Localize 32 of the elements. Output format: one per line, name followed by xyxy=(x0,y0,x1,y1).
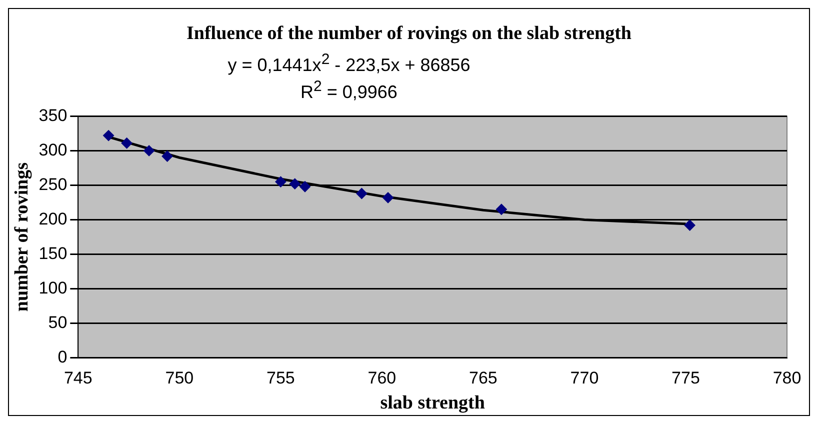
x-tick-label: 750 xyxy=(165,368,194,388)
y-tick-label: 100 xyxy=(38,278,68,298)
x-tick-label: 770 xyxy=(570,368,599,388)
x-tick-label: 780 xyxy=(772,368,802,388)
point xyxy=(496,204,507,215)
x-tick-label: 765 xyxy=(469,368,498,388)
y-tick-label: 0 xyxy=(58,347,68,366)
x-tick-label: 760 xyxy=(368,368,396,388)
point xyxy=(121,138,132,149)
y-tick-label: 50 xyxy=(48,312,68,332)
point xyxy=(356,188,368,200)
text: R$^{2}$ = 0,9966 xyxy=(300,78,398,103)
x-tick-label: 745 xyxy=(64,368,92,388)
y-tick-label: 350 xyxy=(38,106,68,125)
x-tick-label: 755 xyxy=(266,368,295,388)
point xyxy=(382,192,394,204)
point xyxy=(289,178,300,190)
x-tick-label: 775 xyxy=(672,368,700,388)
x-axis-title: slab strength xyxy=(380,392,486,414)
point xyxy=(103,130,114,142)
chart-title: Influence of the number of rovings on the slab strength xyxy=(186,23,632,45)
point xyxy=(299,181,310,192)
y-tick-label: 150 xyxy=(38,244,68,263)
y-tick-label: 300 xyxy=(38,140,68,160)
point xyxy=(162,150,173,162)
y-tick-label: 250 xyxy=(38,174,68,194)
point xyxy=(144,145,155,156)
point xyxy=(684,220,696,231)
point xyxy=(275,176,286,188)
y-tick-label: 200 xyxy=(38,209,68,228)
y-axis-title: number of rovings xyxy=(11,162,32,312)
text: y = 0,1441x$^{2}$ - 223,5x + 86856 xyxy=(226,51,472,76)
